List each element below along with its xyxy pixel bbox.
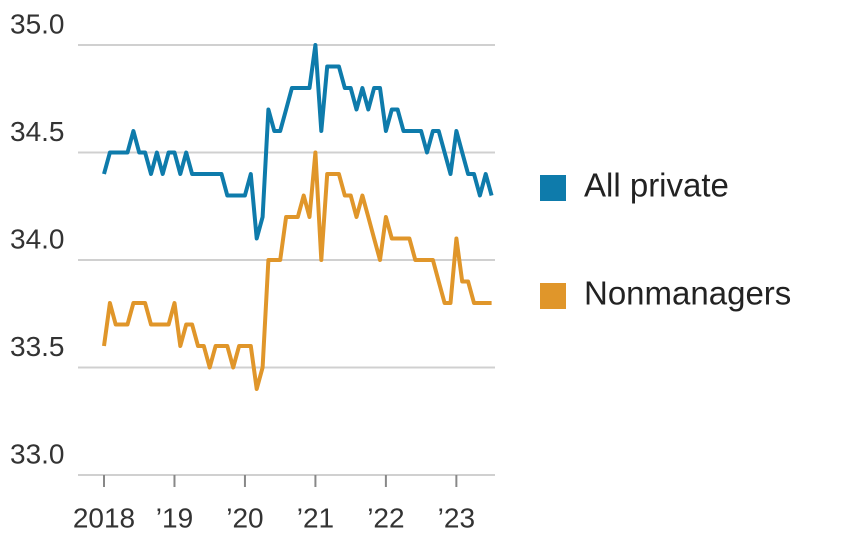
x-tick-label: ’23 xyxy=(438,502,475,533)
legend-swatch xyxy=(540,175,566,201)
y-tick-label: 34.5 xyxy=(10,116,65,147)
y-tick-label: 35.0 xyxy=(10,8,65,39)
line xyxy=(102,43,494,241)
y-tick-label: 33.5 xyxy=(10,331,65,362)
legend-swatch xyxy=(540,283,566,309)
x-tick-label: ’19 xyxy=(156,502,193,533)
legend-label: All private xyxy=(584,167,729,204)
line xyxy=(102,150,492,391)
x-tick-label: ’22 xyxy=(367,502,404,533)
x-tick-label: ’21 xyxy=(297,502,334,533)
y-tick-label: 33.0 xyxy=(10,438,65,469)
x-tick-label: 2018 xyxy=(73,502,135,533)
legend-label: Nonmanagers xyxy=(584,275,791,312)
y-tick-label: 34.0 xyxy=(10,223,65,254)
x-tick-label: ’20 xyxy=(226,502,263,533)
